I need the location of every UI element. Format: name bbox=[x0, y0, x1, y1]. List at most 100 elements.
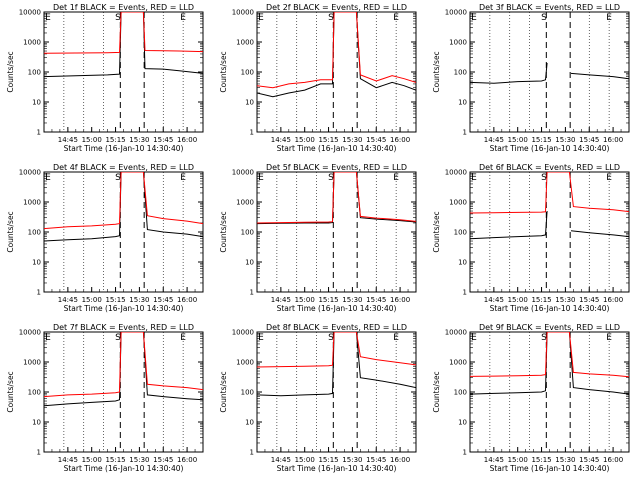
x-tick-label: 15:30 bbox=[129, 456, 149, 464]
plot-frame bbox=[256, 171, 417, 293]
interval-marker: E bbox=[45, 173, 51, 183]
x-axis-label: Start Time (16-Jan-10 14:30:40) bbox=[64, 304, 184, 313]
x-tick-label: 16:00 bbox=[177, 296, 197, 304]
panel-6: Det 6f BLACK = Events, RED = LLD 1 10 100 10… bbox=[432, 163, 630, 313]
series-line-2 bbox=[44, 172, 203, 230]
interval-marker: E bbox=[45, 13, 51, 23]
y-axis-label: Counts/sec bbox=[6, 211, 15, 252]
y-tick-label: 100 bbox=[454, 389, 467, 397]
x-tick-label: 14:45 bbox=[484, 456, 504, 464]
x-tick-label: 15:15 bbox=[105, 296, 125, 304]
panel-title: Det 9f BLACK = Events, RED = LLD bbox=[479, 323, 620, 332]
x-tick-label: 15:30 bbox=[129, 136, 149, 144]
y-tick-label: 1000 bbox=[23, 359, 41, 367]
x-tick-label: 15:30 bbox=[342, 296, 362, 304]
panel-title: Det 6f BLACK = Events, RED = LLD bbox=[479, 163, 620, 172]
y-tick-label: 100 bbox=[454, 69, 467, 77]
x-tick-label: 15:00 bbox=[295, 456, 315, 464]
x-tick-label: 15:00 bbox=[508, 456, 528, 464]
y-tick-label: 1 bbox=[463, 449, 467, 457]
interval-marker: E bbox=[606, 173, 612, 183]
series-line-1 bbox=[257, 172, 416, 225]
x-tick-label: 15:30 bbox=[342, 136, 362, 144]
y-tick-label: 1 bbox=[250, 449, 254, 457]
x-axis-label: Start Time (16-Jan-10 14:30:40) bbox=[64, 464, 184, 473]
x-tick-label: 16:00 bbox=[603, 136, 623, 144]
y-tick-label: 10000 bbox=[232, 9, 254, 17]
x-tick-label: 15:45 bbox=[153, 296, 173, 304]
x-tick-label: 15:30 bbox=[129, 296, 149, 304]
y-axis-label: Counts/sec bbox=[6, 51, 15, 92]
interval-marker: E bbox=[180, 333, 186, 343]
x-tick-label: 14:45 bbox=[58, 456, 78, 464]
x-tick-label: 15:45 bbox=[579, 296, 599, 304]
y-tick-label: 10 bbox=[32, 259, 41, 267]
series-line-2 bbox=[257, 332, 416, 368]
series-line-2 bbox=[44, 332, 203, 398]
interval-marker: E bbox=[393, 333, 399, 343]
x-tick-label: 15:15 bbox=[531, 456, 551, 464]
series-line-1 bbox=[470, 332, 629, 395]
y-tick-label: 1000 bbox=[449, 199, 467, 207]
x-tick-label: 15:00 bbox=[82, 136, 102, 144]
x-axis-label: Start Time (16-Jan-10 14:30:40) bbox=[490, 304, 610, 313]
panel-7: Det 7f BLACK = Events, RED = LLD 1 10 100 10… bbox=[6, 323, 204, 473]
y-tick-label: 1000 bbox=[236, 39, 254, 47]
x-tick-label: 15:30 bbox=[555, 456, 575, 464]
x-tick-label: 16:00 bbox=[390, 136, 410, 144]
x-tick-label: 15:00 bbox=[82, 456, 102, 464]
y-tick-label: 100 bbox=[241, 389, 254, 397]
plot-frame bbox=[256, 11, 417, 133]
y-tick-label: 1 bbox=[37, 449, 41, 457]
interval-marker: E bbox=[180, 173, 186, 183]
y-tick-label: 1000 bbox=[449, 39, 467, 47]
y-axis-label: Counts/sec bbox=[219, 51, 228, 92]
x-tick-label: 15:45 bbox=[579, 136, 599, 144]
panel-8: Det 8f BLACK = Events, RED = LLD 1 10 100 10… bbox=[219, 323, 417, 473]
interval-marker: S bbox=[115, 13, 121, 23]
y-tick-label: 100 bbox=[28, 389, 41, 397]
x-axis-label: Start Time (16-Jan-10 14:30:40) bbox=[277, 304, 397, 313]
x-tick-label: 15:15 bbox=[105, 456, 125, 464]
y-axis-label: Counts/sec bbox=[219, 371, 228, 412]
interval-marker: E bbox=[606, 333, 612, 343]
y-axis-label: Counts/sec bbox=[432, 211, 441, 252]
x-tick-label: 16:00 bbox=[390, 456, 410, 464]
panel-title: Det 2f BLACK = Events, RED = LLD bbox=[266, 3, 407, 12]
panel-title: Det 4f BLACK = Events, RED = LLD bbox=[53, 163, 194, 172]
x-tick-label: 14:45 bbox=[484, 296, 504, 304]
y-tick-label: 10000 bbox=[445, 329, 467, 337]
y-axis-label: Counts/sec bbox=[6, 371, 15, 412]
plot-frame bbox=[469, 11, 630, 133]
x-tick-label: 15:45 bbox=[366, 296, 386, 304]
interval-marker: S bbox=[115, 173, 121, 183]
x-tick-label: 15:00 bbox=[508, 136, 528, 144]
y-tick-label: 10000 bbox=[19, 329, 41, 337]
y-tick-label: 10 bbox=[245, 419, 254, 427]
y-tick-label: 1000 bbox=[23, 199, 41, 207]
series-line-1 bbox=[44, 332, 203, 407]
interval-marker: E bbox=[258, 173, 264, 183]
series-line-1 bbox=[44, 172, 203, 242]
series-line-1 bbox=[470, 62, 629, 84]
panel-title: Det 1f BLACK = Events, RED = LLD bbox=[53, 3, 194, 12]
interval-marker: S bbox=[541, 13, 547, 23]
y-tick-label: 10 bbox=[458, 259, 467, 267]
x-tick-label: 15:45 bbox=[579, 456, 599, 464]
panel-title: Det 7f BLACK = Events, RED = LLD bbox=[53, 323, 194, 332]
plot-frame bbox=[256, 331, 417, 453]
plot-frame bbox=[469, 171, 630, 293]
y-tick-label: 1 bbox=[37, 289, 41, 297]
panel-2: Det 2f BLACK = Events, RED = LLD 1 10 100 10… bbox=[219, 3, 417, 153]
panel-4: Det 4f BLACK = Events, RED = LLD 1 10 100 10… bbox=[6, 163, 204, 313]
plot-frame bbox=[43, 11, 204, 133]
y-axis-label: Counts/sec bbox=[432, 371, 441, 412]
x-tick-label: 15:00 bbox=[295, 136, 315, 144]
y-tick-label: 1 bbox=[37, 129, 41, 137]
x-tick-label: 16:00 bbox=[603, 456, 623, 464]
x-tick-label: 16:00 bbox=[177, 136, 197, 144]
plot-frame bbox=[43, 331, 204, 453]
panel-title: Det 5f BLACK = Events, RED = LLD bbox=[266, 163, 407, 172]
y-tick-label: 1000 bbox=[449, 359, 467, 367]
